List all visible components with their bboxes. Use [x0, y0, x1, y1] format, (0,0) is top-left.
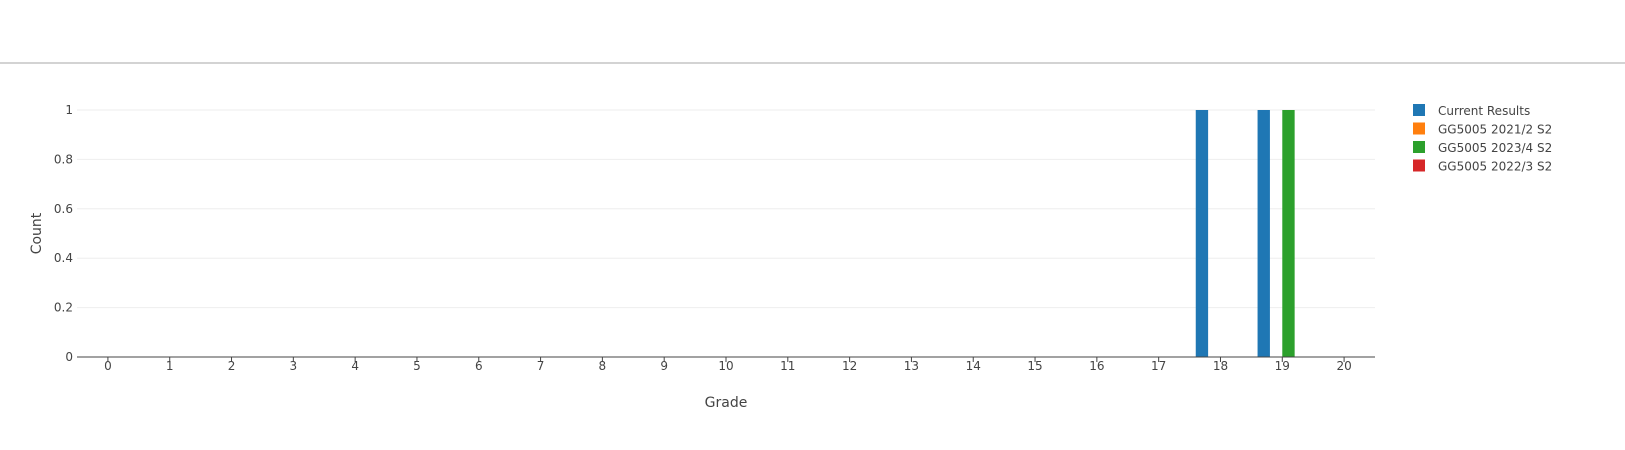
y-axis-title: Count: [29, 212, 45, 254]
gridlines: [77, 109, 1375, 309]
x-tick-label: 17: [1151, 359, 1166, 373]
legend-label: Current Results: [1438, 104, 1530, 118]
y-tick-label: 0.6: [54, 202, 73, 216]
y-tick-label: 0: [65, 350, 73, 364]
x-tick-label: 12: [842, 359, 857, 373]
axes: 00.20.40.60.810 1 2 3 4 5 6 7 8 9 10 11 12 13 14 15 16 17…: [54, 103, 1375, 373]
x-tick-label: 1: [166, 359, 174, 373]
x-tick-label: 3: [290, 359, 298, 373]
legend-item-gg5005-2023-4-s2[interactable]: GG5005 2023/4 S2: [1413, 141, 1552, 155]
legend-swatch: [1413, 104, 1425, 116]
legend-item-gg5005-2021-2-s2[interactable]: GG5005 2021/2 S2: [1413, 122, 1552, 137]
bar-current-results-grade-18[interactable]: [1195, 110, 1209, 357]
legend-label: GG5005 2022/3 S2: [1438, 160, 1552, 174]
y-tick-label: 1: [65, 103, 73, 117]
x-tick-label: 0: [104, 359, 112, 373]
x-tick-label: 10: [718, 359, 733, 373]
x-tick-label: 6: [475, 359, 483, 373]
y-tick-label: 0.8: [54, 152, 73, 166]
legend-swatch: [1413, 122, 1425, 135]
x-tick-label: 2: [228, 359, 236, 373]
x-tick-label: 7: [537, 359, 545, 373]
top-divider: [0, 62, 1625, 64]
bar-gg5005-2023-4-s2-grade-19[interactable]: [1282, 110, 1295, 357]
y-tick-label: 0.2: [54, 301, 73, 315]
x-tick-label: 5: [413, 359, 421, 373]
y-tick-label: 0.4: [54, 251, 73, 265]
x-tick-label: 19: [1275, 359, 1290, 373]
legend[interactable]: Current Results GG5005 2021/2 S2 GG5005 20…: [1413, 104, 1552, 174]
bar-current-results-grade-19[interactable]: [1257, 110, 1270, 357]
legend-label: GG5005 2023/4 S2: [1438, 141, 1552, 155]
x-tick-label: 4: [351, 359, 359, 373]
legend-item-current-results[interactable]: Current Results: [1413, 104, 1530, 118]
x-tick-label: 14: [966, 359, 981, 373]
legend-swatch: [1413, 141, 1425, 153]
x-tick-label: 15: [1027, 359, 1042, 373]
x-tick-label: 13: [904, 359, 919, 373]
x-tick-label: 9: [660, 359, 668, 373]
x-tick-label: 8: [599, 359, 607, 373]
x-tick-label: 18: [1213, 359, 1228, 373]
legend-item-gg5005-2022-3-s2[interactable]: GG5005 2022/3 S2: [1413, 159, 1552, 174]
legend-label: GG5005 2021/2 S2: [1438, 123, 1552, 137]
x-tick-label: 11: [780, 359, 795, 373]
x-axis-title: Grade: [705, 395, 748, 411]
x-tick-label: 16: [1089, 359, 1104, 373]
bars: [1195, 110, 1295, 357]
legend-swatch: [1413, 159, 1425, 172]
x-tick-label: 20: [1336, 359, 1351, 373]
